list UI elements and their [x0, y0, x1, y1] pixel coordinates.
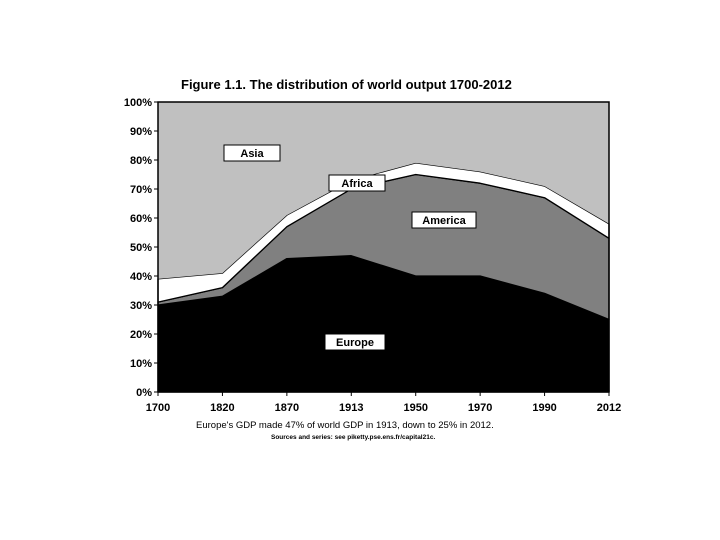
y-tick-label: 0%	[136, 387, 152, 399]
y-tick-label: 30%	[130, 300, 152, 312]
y-tick-label: 10%	[130, 358, 152, 370]
y-tick-label: 40%	[130, 271, 152, 283]
label-text: Africa	[341, 178, 373, 190]
x-tick-label: 2012	[597, 402, 621, 414]
y-tick-label: 20%	[130, 329, 152, 341]
label-box	[324, 333, 386, 351]
series-label-america: America	[411, 211, 477, 229]
label-box	[411, 211, 477, 229]
series-labels: Europe America Africa Asia	[223, 144, 477, 351]
x-tick-label: 1870	[275, 402, 299, 414]
x-tick-label: 1700	[146, 402, 170, 414]
series-label-africa: Africa	[328, 174, 386, 192]
label-text: Europe	[336, 337, 374, 349]
x-axis: 1700 1820 1870 1913 1950 1970 1990 2012	[146, 392, 621, 414]
chart-title: Figure 1.1. The distribution of world ou…	[181, 77, 512, 92]
chart-caption: Europe's GDP made 47% of world GDP in 19…	[196, 420, 494, 431]
label-box	[328, 174, 386, 192]
label-text: Asia	[240, 148, 264, 160]
y-tick-label: 70%	[130, 184, 152, 196]
y-tick-label: 50%	[130, 242, 152, 254]
y-axis: 0% 10% 20% 30% 40% 50% 60% 70% 80% 90% 100%	[124, 97, 158, 399]
y-tick-label: 100%	[124, 97, 152, 109]
x-tick-label: 1990	[532, 402, 556, 414]
label-box	[223, 144, 281, 162]
x-tick-label: 1820	[210, 402, 234, 414]
x-tick-label: 1950	[403, 402, 427, 414]
x-tick-label: 1970	[468, 402, 492, 414]
y-tick-label: 60%	[130, 213, 152, 225]
x-tick-label: 1913	[339, 402, 363, 414]
y-tick-label: 90%	[130, 126, 152, 138]
label-text: America	[422, 215, 466, 227]
series-label-asia: Asia	[223, 144, 281, 162]
chart-source: Sources and series: see piketty.pse.ens.…	[271, 434, 435, 441]
series-label-europe: Europe	[324, 333, 386, 351]
y-tick-label: 80%	[130, 155, 152, 167]
